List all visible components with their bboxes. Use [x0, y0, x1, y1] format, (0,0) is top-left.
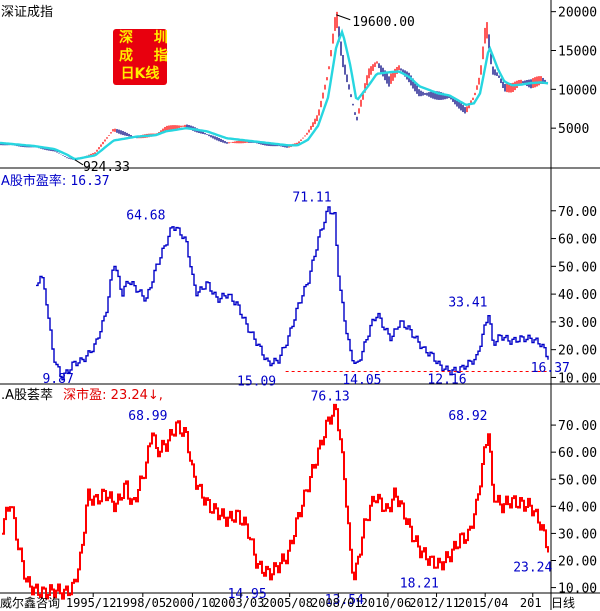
sz-pe-value-label: 23.24: [513, 561, 552, 576]
ma-line: [0, 28, 549, 161]
y-tick-label: 5000: [558, 122, 589, 137]
middle-panel-title: A股市盈率: 16.37: [1, 170, 110, 189]
low-label: 924.33: [83, 160, 130, 175]
middle-title-prefix: A股市盈率:: [1, 174, 67, 189]
x-tick-label: 2015/04: [458, 596, 509, 610]
sz-pe-value-label: 68.99: [128, 409, 167, 424]
high-pointer: [336, 14, 351, 21]
x-tick-label: 201: [520, 596, 542, 610]
y-tick-label: 15000: [558, 44, 597, 59]
sz-pe-value-label: 13.54: [325, 593, 364, 608]
x-axis-suffix: 日线: [551, 596, 576, 610]
badge-line-1: 深 圳: [119, 30, 176, 46]
y-tick-label: 30.00: [558, 316, 597, 331]
x-tick-label: 1998/05: [116, 596, 167, 610]
x-tick-label: 2005/08: [262, 596, 313, 610]
pe-value-label: 15.09: [237, 374, 276, 389]
y-tick-label: 20.00: [558, 555, 597, 570]
sz-pe-line: [2, 403, 549, 600]
top-panel-title: 深证成指: [1, 5, 54, 20]
pe-line: [36, 206, 549, 381]
x-axis-prefix: 威尔鑫咨询: [0, 596, 61, 610]
y-tick-label: 70.00: [558, 205, 597, 220]
y-tick-label: 50.00: [558, 473, 597, 488]
x-tick-label: 2003/03: [214, 596, 265, 610]
y-tick-label: 40.00: [558, 500, 597, 515]
y-tick-label: 60.00: [558, 233, 597, 248]
pe-value-label: 33.41: [448, 295, 487, 310]
sz-pe-value-label: 68.92: [448, 409, 487, 424]
low-pointer: [74, 159, 84, 166]
pe-value-label: 12.16: [427, 372, 466, 387]
x-tick-label: 1995/12: [66, 596, 117, 610]
y-tick-label: 50.00: [558, 260, 597, 275]
sz-pe-value-label: 76.13: [311, 389, 350, 404]
y-tick-label: 20000: [558, 6, 597, 21]
high-label: 19600.00: [352, 15, 415, 30]
y-tick-label: 60.00: [558, 446, 597, 461]
y-tick-label: 10000: [558, 83, 597, 98]
sz-pe-value-label: 18.21: [400, 576, 439, 591]
pe-value-label: 9.87: [42, 372, 73, 387]
bottom-panel-title: .A股荟萃 深市盈: 23.24↓,: [1, 384, 163, 403]
badge-line-3: 日K线: [120, 66, 160, 82]
sz-pe-value-label: 14.95: [228, 587, 267, 602]
pe-value-label: 71.11: [292, 191, 331, 206]
pe-value-label: 14.05: [342, 373, 381, 388]
badge-line-2: 成 指: [119, 48, 176, 64]
x-tick-label: 2012/11: [409, 596, 460, 610]
y-tick-label: 30.00: [558, 527, 597, 542]
y-tick-label: 70.00: [558, 419, 597, 434]
bottom-title-prefix: .A股荟萃: [1, 388, 54, 403]
pe-value-label: 16.37: [531, 361, 570, 376]
x-tick-label: 2010/06: [361, 596, 412, 610]
bottom-title-value: 深市盈: 23.24↓,: [63, 388, 163, 403]
y-tick-label: 40.00: [558, 288, 597, 303]
x-tick-label: 2008/01: [311, 596, 362, 610]
y-tick-label: 20.00: [558, 344, 597, 359]
chart-badge: 深 圳 成 指 日K线: [113, 29, 176, 85]
x-tick-label: 2000/10: [165, 596, 216, 610]
pe-value-label: 64.68: [126, 209, 165, 224]
y-tick-label: 10.00: [558, 582, 597, 597]
y-tick-label: 10.00: [558, 371, 597, 386]
middle-title-value: 16.37: [70, 174, 110, 189]
